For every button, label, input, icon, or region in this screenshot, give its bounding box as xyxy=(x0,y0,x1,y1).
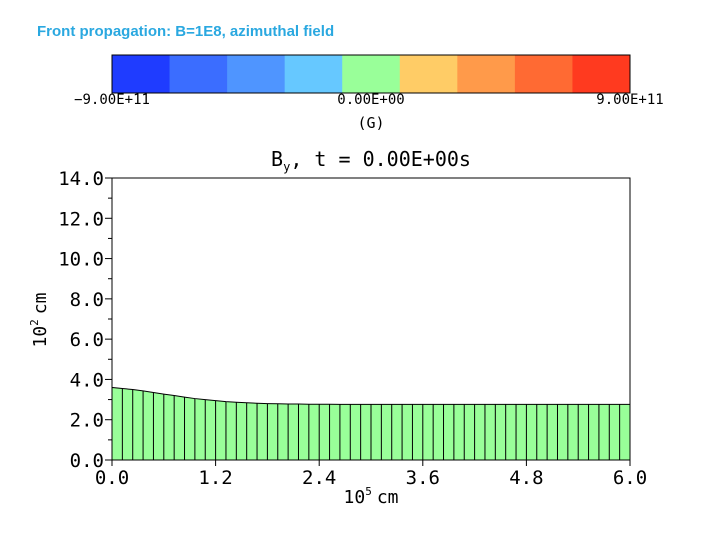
y-axis-label: 102 cm xyxy=(28,293,51,348)
colorbar-swatch xyxy=(227,55,286,93)
y-tick-label: 12.0 xyxy=(58,208,104,230)
colorbar-tick-min: −9.00E+11 xyxy=(74,92,150,108)
colorbar-swatch xyxy=(399,55,458,93)
x-tick-label: 2.4 xyxy=(302,467,336,489)
x-axis-label-prefix: 10 xyxy=(344,487,366,508)
y-tick-label: 2.0 xyxy=(70,410,104,432)
y-axis-label-unit: cm xyxy=(30,293,51,315)
colorbar-tick-max: 9.00E+11 xyxy=(596,92,663,108)
colorbar-swatch xyxy=(514,55,573,93)
y-tick-label: 0.0 xyxy=(70,450,104,472)
y-axis: 0.0 2.0 4.0 6.0 8.0 10.0 12.0 14.0 xyxy=(58,168,112,472)
svg-text:102cm: 102 cm xyxy=(28,293,51,348)
colorbar xyxy=(111,54,631,94)
bars xyxy=(111,386,631,461)
colorbar-swatch xyxy=(457,55,516,93)
x-axis: 0.0 1.2 2.4 3.6 4.8 6.0 xyxy=(95,460,647,489)
colorbar-swatch xyxy=(284,55,343,93)
colorbar-frame xyxy=(111,54,631,94)
colorbar-swatch xyxy=(169,55,228,93)
y-tick-label: 6.0 xyxy=(70,329,104,351)
x-tick-label: 3.6 xyxy=(406,467,440,489)
y-tick-label: 14.0 xyxy=(58,168,104,190)
slide-title: Front propagation: B=1E8, azimuthal fiel… xyxy=(37,23,335,40)
chart-title: By, t = 0.00E+00s xyxy=(271,147,471,174)
x-tick-label: 1.2 xyxy=(198,467,232,489)
x-axis-label-unit: cm xyxy=(377,487,399,508)
colorbar-swatch xyxy=(112,55,171,93)
chart-title-main: B xyxy=(271,147,283,171)
x-tick-label: 6.0 xyxy=(613,467,647,489)
chart-title-rest: , t = 0.00E+00s xyxy=(290,147,471,171)
colorbar-swatch xyxy=(342,55,401,93)
x-tick-label: 0.0 xyxy=(95,467,129,489)
y-axis-label-exp: 2 xyxy=(28,319,41,326)
x-tick-label: 4.8 xyxy=(509,467,543,489)
y-axis-label-prefix: 10 xyxy=(30,326,51,348)
y-tick-label: 10.0 xyxy=(58,249,104,271)
y-tick-label: 4.0 xyxy=(70,369,104,391)
y-tick-label: 8.0 xyxy=(70,289,104,311)
x-axis-label-exp: 5 xyxy=(365,485,372,498)
chart-title-sub: y xyxy=(283,160,290,174)
colorbar-swatch xyxy=(572,55,631,93)
colorbar-unit: (G) xyxy=(357,114,384,132)
colorbar-tick-mid: 0.00E+00 xyxy=(337,92,404,108)
x-axis-label: 105 cm xyxy=(344,485,399,508)
